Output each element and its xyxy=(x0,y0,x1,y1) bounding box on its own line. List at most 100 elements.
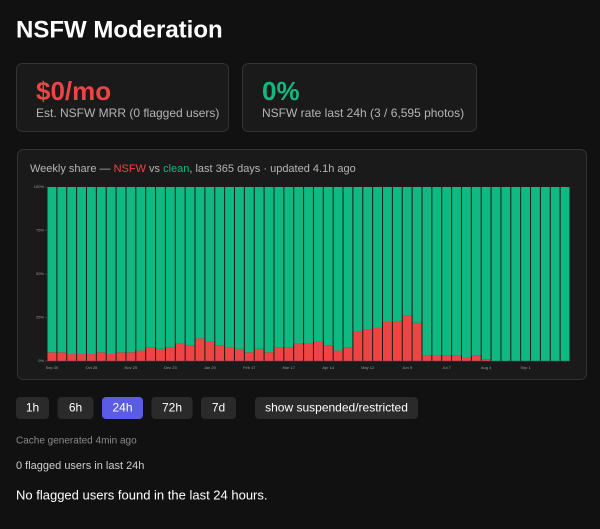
bar-segment xyxy=(313,341,323,361)
bar-segment xyxy=(333,187,343,351)
bar-segment xyxy=(353,331,363,361)
bar-segment xyxy=(215,187,225,346)
bar-segment xyxy=(274,347,284,361)
card-label: Est. NSFW MRR (0 flagged users) xyxy=(36,106,219,120)
subtitle-text: vs xyxy=(146,163,163,175)
subtitle-text: , last 365 days · updated 4.1h ago xyxy=(189,163,355,175)
bar-segment xyxy=(481,187,491,360)
window-button[interactable] xyxy=(102,397,143,419)
bar-segment xyxy=(511,187,521,361)
x-tick-label: May 12 xyxy=(361,365,375,370)
x-tick-label: Mar 17 xyxy=(283,365,296,370)
bar-segment xyxy=(136,187,146,351)
bar-segment xyxy=(422,187,432,356)
bar-segment xyxy=(432,187,442,356)
bar-segment xyxy=(550,187,560,361)
x-tick-label: Jan 20 xyxy=(204,365,217,370)
bar-segment xyxy=(392,187,402,321)
window-label[interactable]: 72h xyxy=(162,401,182,415)
bar-segment xyxy=(392,320,402,361)
plot: 0% 25% 50% 75% 100% Sep 30 Oct 28 Nov 25 Dec 23 J… xyxy=(34,184,570,370)
bar-segment xyxy=(521,187,531,361)
empty-message: No flagged users found in the last 24 ho… xyxy=(16,487,268,502)
bar-segment xyxy=(86,187,96,355)
bar-segment xyxy=(47,352,57,361)
bar-segment xyxy=(442,187,452,356)
bar-segment xyxy=(47,187,57,353)
bar-segment xyxy=(96,187,106,353)
y-tick-label: 50% xyxy=(36,271,44,276)
bar-segment xyxy=(234,348,244,361)
legend-entry: clean xyxy=(163,163,189,175)
chart-subtitle: Weekly share — NSFW vs clean, last 365 d… xyxy=(30,163,356,175)
bar-segment xyxy=(284,187,294,348)
x-tick-label: Oct 28 xyxy=(86,365,99,370)
toggle-label[interactable]: show suspended/restricted xyxy=(265,401,408,415)
bar-segment xyxy=(225,187,234,348)
bar-segment xyxy=(442,355,452,361)
bar-segment xyxy=(323,345,333,361)
bar-segment xyxy=(304,187,313,344)
window-button[interactable] xyxy=(201,397,236,419)
window-label[interactable]: 6h xyxy=(69,401,82,415)
bar-segment xyxy=(531,187,540,361)
bar-segment xyxy=(254,348,264,361)
bar-segment xyxy=(67,354,77,361)
bar-segment xyxy=(126,352,136,361)
subtitle-text: Weekly share — xyxy=(30,163,114,175)
bar-segment xyxy=(383,320,392,361)
bar-segment xyxy=(67,187,77,355)
bar-segment xyxy=(254,187,264,349)
window-button[interactable] xyxy=(57,397,94,419)
card xyxy=(16,63,229,132)
bar-segment xyxy=(106,354,116,361)
card-value: 0% xyxy=(262,76,300,106)
bar-segment xyxy=(195,338,205,361)
bar-segment xyxy=(461,357,471,361)
bar-segment xyxy=(116,352,126,361)
bar-segment xyxy=(136,350,146,361)
window-label[interactable]: 7d xyxy=(212,401,225,415)
bar-segment xyxy=(225,347,234,361)
bar-segment xyxy=(491,187,501,361)
window-label[interactable]: 1h xyxy=(26,401,39,415)
x-tick-label: Dec 23 xyxy=(164,365,177,370)
bar-segment xyxy=(333,350,343,361)
bar-segment xyxy=(373,327,383,361)
x-tick-label: Sep 30 xyxy=(46,365,59,370)
bar-segment xyxy=(452,355,461,361)
bar-segment xyxy=(205,341,215,361)
window-button[interactable] xyxy=(151,397,193,419)
bar-segment xyxy=(234,187,244,349)
bar-segment xyxy=(185,187,195,346)
window-button[interactable] xyxy=(16,397,49,419)
bar-segment xyxy=(294,187,304,344)
window-label[interactable]: 24h xyxy=(112,401,132,415)
bar-segment xyxy=(86,354,96,361)
y-tick-label: 75% xyxy=(36,228,44,233)
bar-segment xyxy=(264,352,274,361)
toggle-button[interactable] xyxy=(255,397,418,419)
bar-segment xyxy=(146,187,156,348)
x-tick-label: Aug 4 xyxy=(481,365,492,370)
card xyxy=(242,63,477,132)
bar-segment xyxy=(343,347,353,361)
bar-segment xyxy=(165,187,175,348)
bar-segment xyxy=(146,347,156,361)
bar-segment xyxy=(383,187,392,321)
bar-segment xyxy=(353,187,363,332)
x-tick-label: Jul 7 xyxy=(442,365,451,370)
bar-segment xyxy=(57,352,67,361)
bar-segment xyxy=(373,187,383,328)
x-tick-label: Feb 17 xyxy=(243,365,256,370)
y-tick-label: 100% xyxy=(34,184,45,189)
x-tick-label: Nov 25 xyxy=(125,365,138,370)
bar-segment xyxy=(57,187,67,353)
bar-segment xyxy=(185,345,195,361)
x-tick-label: Sep 1 xyxy=(520,365,531,370)
bar-segment xyxy=(175,343,185,361)
count-text: 0 flagged users in last 24h xyxy=(16,460,144,472)
bar-segment xyxy=(96,352,106,361)
